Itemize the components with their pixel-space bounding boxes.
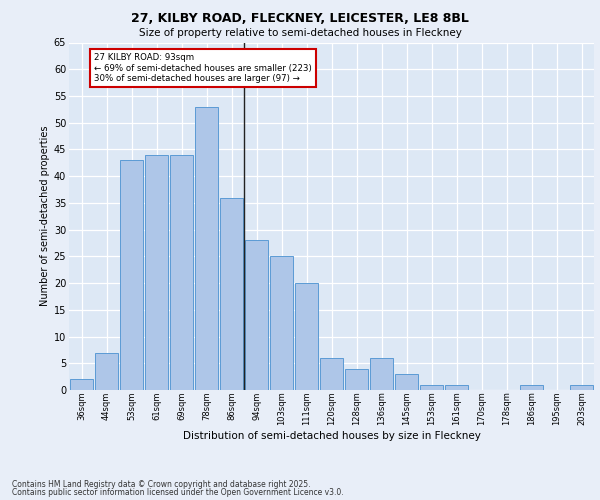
- Text: 27, KILBY ROAD, FLECKNEY, LEICESTER, LE8 8BL: 27, KILBY ROAD, FLECKNEY, LEICESTER, LE8…: [131, 12, 469, 26]
- Bar: [570, 384, 593, 390]
- Bar: [520, 384, 543, 390]
- Bar: [420, 384, 443, 390]
- Bar: [295, 283, 318, 390]
- Bar: [395, 374, 418, 390]
- Bar: [120, 160, 143, 390]
- Text: 27 KILBY ROAD: 93sqm
← 69% of semi-detached houses are smaller (223)
30% of semi: 27 KILBY ROAD: 93sqm ← 69% of semi-detac…: [94, 53, 312, 83]
- Text: Contains public sector information licensed under the Open Government Licence v3: Contains public sector information licen…: [12, 488, 344, 497]
- Bar: [270, 256, 293, 390]
- Bar: [220, 198, 243, 390]
- Text: Contains HM Land Registry data © Crown copyright and database right 2025.: Contains HM Land Registry data © Crown c…: [12, 480, 311, 489]
- Text: Size of property relative to semi-detached houses in Fleckney: Size of property relative to semi-detach…: [139, 28, 461, 38]
- Bar: [170, 155, 193, 390]
- Bar: [345, 368, 368, 390]
- Bar: [445, 384, 468, 390]
- X-axis label: Distribution of semi-detached houses by size in Fleckney: Distribution of semi-detached houses by …: [182, 431, 481, 441]
- Bar: [95, 352, 118, 390]
- Bar: [70, 380, 93, 390]
- Bar: [370, 358, 393, 390]
- Bar: [145, 155, 168, 390]
- Bar: [195, 106, 218, 390]
- Bar: [245, 240, 268, 390]
- Y-axis label: Number of semi-detached properties: Number of semi-detached properties: [40, 126, 50, 306]
- Bar: [320, 358, 343, 390]
